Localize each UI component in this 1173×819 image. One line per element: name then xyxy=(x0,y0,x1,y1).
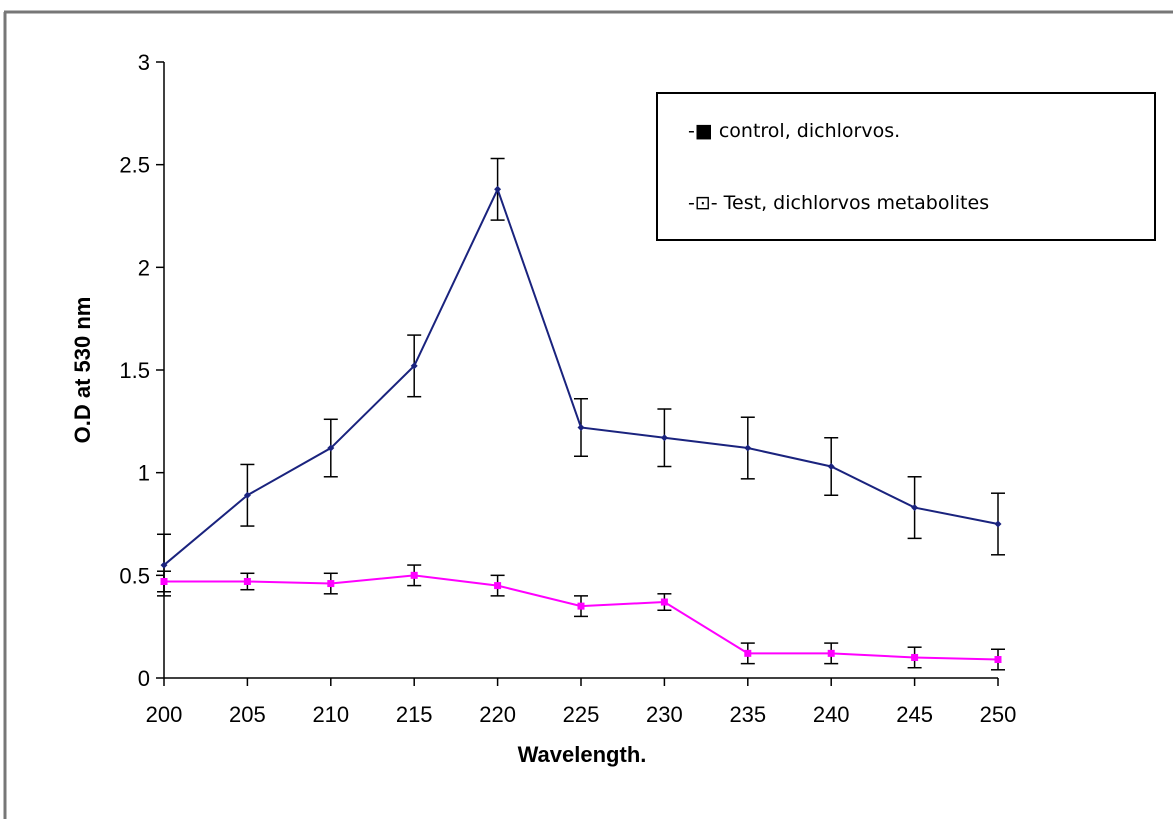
data-point-series-0 xyxy=(577,423,585,431)
data-point-series-1 xyxy=(911,653,919,661)
data-point-series-0 xyxy=(911,504,919,512)
y-tick-label: 3 xyxy=(138,50,150,75)
x-tick-label: 200 xyxy=(146,702,183,727)
x-axis-title: Wavelength. xyxy=(518,742,647,767)
legend-entry-test: -⊡- Test, dichlorvos metabolites xyxy=(688,192,989,214)
series-markers xyxy=(160,185,1002,664)
legend: -■ control, dichlorvos. -⊡- Test, dichlo… xyxy=(656,92,1156,241)
data-point-series-0 xyxy=(243,491,251,499)
series-line-0 xyxy=(163,186,999,566)
x-tick-label: 220 xyxy=(479,702,516,727)
data-point-series-1 xyxy=(410,571,418,579)
data-point-series-0 xyxy=(160,561,168,569)
data-point-series-1 xyxy=(494,582,502,590)
y-axis-title: O.D at 530 nm xyxy=(70,297,95,444)
y-tick-label: 2 xyxy=(138,255,150,280)
data-point-series-1 xyxy=(243,577,251,585)
data-point-series-1 xyxy=(577,602,585,610)
data-point-series-0 xyxy=(827,463,835,471)
data-point-series-1 xyxy=(327,580,335,588)
x-tick-label: 230 xyxy=(646,702,683,727)
y-tick-label: 0 xyxy=(138,666,150,691)
y-tick-label: 1 xyxy=(138,461,150,486)
data-point-series-1 xyxy=(994,656,1002,664)
legend-box xyxy=(656,92,1156,241)
axes: 0 0.5 1 1.5 2 2.5 3 200 205 210 215 220 225 230 235 240… xyxy=(119,50,1016,727)
data-point-series-0 xyxy=(994,520,1002,528)
y-tick-label: 0.5 xyxy=(119,563,150,588)
data-point-series-1 xyxy=(744,649,752,657)
x-tick-label: 210 xyxy=(312,702,349,727)
y-tick-label: 1.5 xyxy=(119,358,150,383)
x-tick-label: 245 xyxy=(896,702,933,727)
data-point-series-1 xyxy=(660,598,668,606)
data-point-series-0 xyxy=(744,444,752,452)
series-line-1 xyxy=(164,574,999,661)
data-point-series-1 xyxy=(827,649,835,657)
x-tick-label: 215 xyxy=(396,702,433,727)
data-point-series-0 xyxy=(327,444,335,452)
data-point-series-0 xyxy=(410,362,418,370)
data-point-series-1 xyxy=(160,577,168,585)
data-point-series-0 xyxy=(494,185,502,193)
chart-border xyxy=(3,10,1173,819)
data-point-series-0 xyxy=(660,434,668,442)
x-tick-label: 240 xyxy=(813,702,850,727)
x-tick-label: 250 xyxy=(980,702,1017,727)
y-tick-label: 2.5 xyxy=(119,153,150,178)
x-tick-label: 225 xyxy=(563,702,600,727)
x-tick-label: 205 xyxy=(229,702,266,727)
x-tick-label: 235 xyxy=(729,702,766,727)
legend-entry-control: -■ control, dichlorvos. xyxy=(688,120,900,142)
